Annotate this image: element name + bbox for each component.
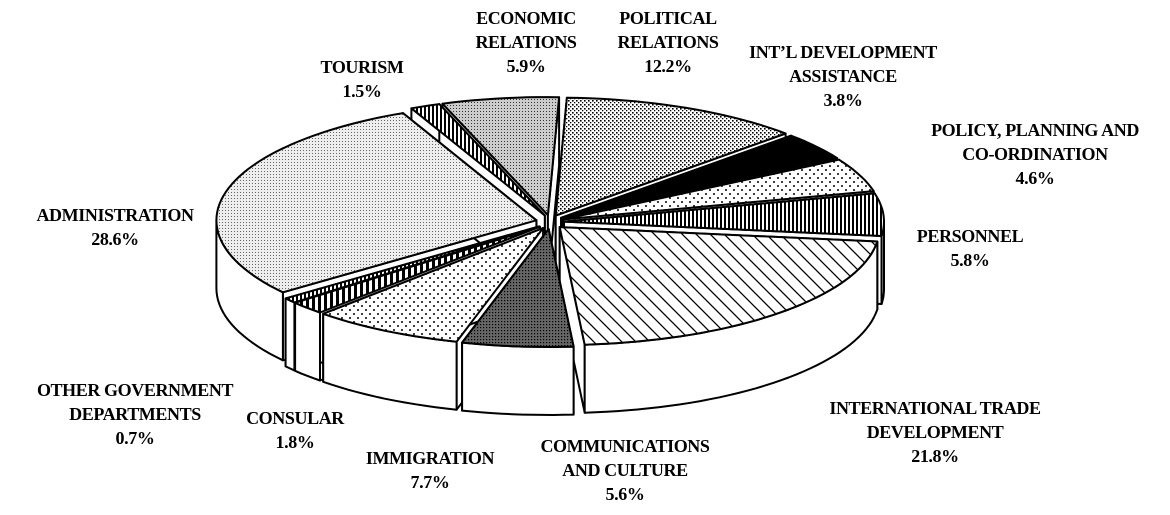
slice	[461, 228, 575, 416]
category-label: IMMIGRATION	[365, 448, 495, 468]
slice-label: IMMIGRATION 7.7%	[345, 446, 515, 494]
value-label: 21.8%	[911, 446, 959, 466]
value-label: 5.9%	[506, 56, 546, 76]
category-label: TOURISM	[320, 57, 404, 77]
category-label: COMMUNICATIONS AND CULTURE	[540, 436, 710, 480]
slice	[558, 226, 879, 414]
category-label: INT’L DEVELOPMENT ASSISTANCE	[749, 42, 937, 86]
slice-top	[554, 96, 787, 217]
slice-label: TOURISM 1.5%	[297, 55, 427, 103]
value-label: 5.6%	[605, 484, 645, 504]
category-label: POLICY, PLANNING AND CO-ORDINATION	[931, 120, 1139, 164]
slice-top	[562, 158, 875, 221]
slice-top	[563, 192, 885, 237]
slice-label: ADMINISTRATION 28.6%	[5, 203, 225, 251]
slice-label: COMMUNICATIONS AND CULTURE 5.6%	[523, 434, 728, 506]
value-label: 7.7%	[410, 472, 450, 492]
value-label: 4.6%	[1015, 168, 1055, 188]
slice-top	[294, 225, 541, 314]
slice-top	[558, 226, 879, 346]
slice-top	[215, 112, 538, 294]
slice-label: PERSONNEL 5.8%	[870, 224, 1070, 272]
slice-wall	[294, 301, 321, 382]
slice-top	[441, 96, 561, 217]
category-label: PERSONNEL	[916, 226, 1024, 246]
slice-label: CONSULAR 1.8%	[235, 406, 355, 454]
slice-label: INT’L DEVELOPMENT ASSISTANCE 3.8%	[718, 40, 968, 112]
slice-wall	[461, 341, 575, 416]
category-label: OTHER GOVERNMENT DEPARTMENTS	[36, 380, 234, 424]
slice-top	[461, 228, 575, 348]
slice-label: ECONOMIC RELATIONS 5.9%	[461, 6, 591, 78]
value-label: 28.6%	[91, 229, 139, 249]
category-label: ADMINISTRATION	[36, 205, 194, 225]
category-label: ECONOMIC RELATIONS	[475, 8, 577, 52]
value-label: 5.8%	[950, 250, 990, 270]
slice-label: OTHER GOVERNMENT DEPARTMENTS 0.7%	[5, 378, 265, 450]
slice-wall	[284, 297, 296, 372]
slice-label: POLITICAL RELATIONS 12.2%	[593, 6, 743, 78]
category-label: CONSULAR	[246, 408, 344, 428]
value-label: 1.8%	[275, 432, 315, 452]
value-label: 1.5%	[342, 81, 382, 101]
value-label: 3.8%	[823, 90, 863, 110]
slice-top	[322, 227, 545, 343]
slice-top	[410, 103, 546, 217]
category-label: INTERNATIONAL TRADE DEVELOPMENT	[829, 398, 1041, 442]
value-label: 0.7%	[115, 428, 155, 448]
category-label: POLITICAL RELATIONS	[617, 8, 719, 52]
slice-label: INTERNATIONAL TRADE DEVELOPMENT 21.8%	[805, 396, 1065, 468]
slice-label: POLICY, PLANNING AND CO-ORDINATION 4.6%	[920, 118, 1150, 190]
slice-top	[560, 134, 839, 219]
value-label: 12.2%	[644, 56, 692, 76]
